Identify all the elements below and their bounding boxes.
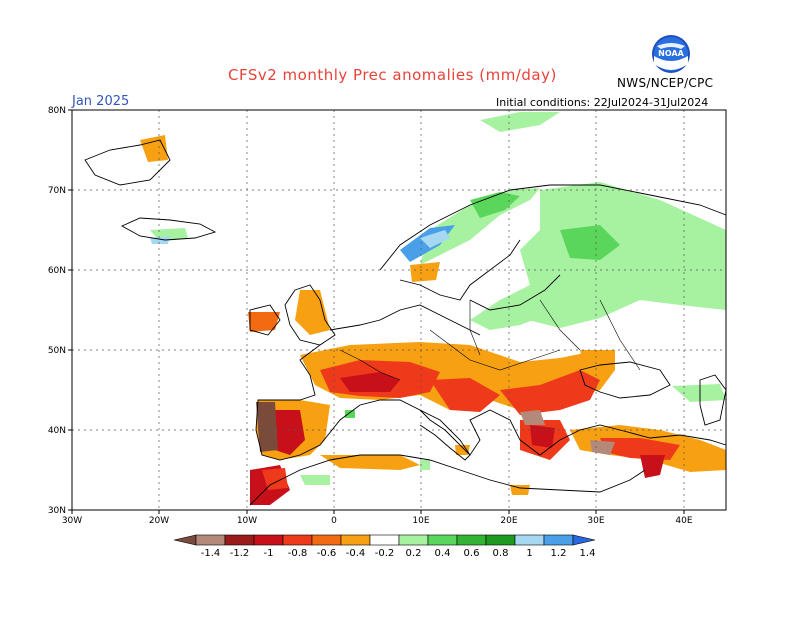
- colorbar-label: 0.4: [435, 548, 451, 559]
- colorbar-segment: [543, 534, 574, 546]
- colorbar-segment: [398, 534, 429, 546]
- colorbar-label: 0.6: [464, 548, 480, 559]
- lon-label: 20W: [149, 516, 169, 526]
- colorbar-segment: [311, 534, 342, 546]
- colorbar-label: 1: [526, 548, 532, 559]
- lon-label: 40E: [675, 516, 692, 526]
- colorbar-label: 1.2: [551, 548, 567, 559]
- forecast-month: Jan 2025: [72, 94, 130, 109]
- colorbar: -1.4 -1.2 -1 -0.8 -0.6 -0.4 -0.2 0.2 0.4 0.6 0.8 1 1…: [173, 534, 596, 559]
- lon-label: 30E: [587, 516, 604, 526]
- colorbar-segment: [282, 534, 313, 546]
- lat-label: 80N: [48, 106, 66, 116]
- lon-label: 0: [331, 516, 337, 526]
- lat-label: 60N: [48, 266, 66, 276]
- latitude-labels: 80N 70N 60N 50N 40N 30N: [48, 106, 66, 516]
- anomaly-field: [140, 112, 726, 505]
- lon-label: 20E: [500, 516, 517, 526]
- colorbar-left-arrow: [173, 534, 197, 546]
- colorbar-right-arrow: [572, 534, 596, 546]
- colorbar-segment: [224, 534, 255, 546]
- noaa-logo-icon: NOAA: [652, 35, 690, 73]
- organization-label: NWS/NCEP/CPC: [617, 76, 714, 90]
- graticule: [72, 110, 726, 510]
- colorbar-label: -0.2: [375, 548, 395, 559]
- lat-label: 50N: [48, 346, 66, 356]
- colorbar-segment: [369, 534, 400, 546]
- colorbar-label: -0.8: [288, 548, 308, 559]
- colorbar-label: -1: [264, 548, 274, 559]
- lat-label: 70N: [48, 186, 66, 196]
- colorbar-label: 0.2: [406, 548, 422, 559]
- colorbar-label: 0.8: [493, 548, 509, 559]
- colorbar-label: 1.4: [580, 548, 596, 559]
- colorbar-segment: [456, 534, 487, 546]
- colorbar-label: -0.4: [346, 548, 366, 559]
- colorbar-segment: [253, 534, 284, 546]
- axis-ticks: [68, 109, 685, 514]
- lat-label: 30N: [48, 506, 66, 516]
- lon-label: 30W: [62, 516, 82, 526]
- logo-text: NOAA: [658, 49, 684, 58]
- colorbar-label: -0.6: [317, 548, 337, 559]
- colorbar-segment: [340, 534, 371, 546]
- colorbar-label: -1.2: [230, 548, 250, 559]
- initial-conditions: Initial conditions: 22Jul2024-31Jul2024: [496, 96, 709, 109]
- lat-label: 40N: [48, 426, 66, 436]
- longitude-labels: 30W 20W 10W 0 10E 20E 30E 40E: [62, 516, 693, 526]
- coastlines: [84, 139, 727, 506]
- lon-label: 10E: [412, 516, 429, 526]
- colorbar-segment: [514, 534, 545, 546]
- colorbar-segment: [427, 534, 458, 546]
- colorbar-label: -1.4: [201, 548, 221, 559]
- lon-label: 10W: [237, 516, 257, 526]
- colorbar-segment: [195, 534, 226, 546]
- colorbar-segment: [485, 534, 516, 546]
